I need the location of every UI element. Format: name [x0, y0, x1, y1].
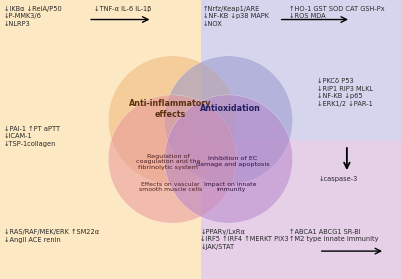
Text: ↓IKBα ↓RelA/P50
↓P-MMK3/6
↓NLRP3: ↓IKBα ↓RelA/P50 ↓P-MMK3/6 ↓NLRP3: [4, 6, 62, 27]
Bar: [200, 140, 401, 279]
Text: ↓RAS/RAF/MEK/ERK ↑SM22α
↓AngII ACE renin: ↓RAS/RAF/MEK/ERK ↑SM22α ↓AngII ACE renin: [4, 229, 99, 242]
Text: ↑ABCA1 ABCG1 SR-BI
↑M2 type innate immunity: ↑ABCA1 ABCG1 SR-BI ↑M2 type innate immun…: [289, 229, 378, 242]
Text: Effects on vascular
smooth muscle cells: Effects on vascular smooth muscle cells: [139, 182, 202, 192]
Text: ↑Nrfz/Keap1/ARE
↓NF-KB ↓p38 MAPK
↓NOX: ↑Nrfz/Keap1/ARE ↓NF-KB ↓p38 MAPK ↓NOX: [203, 6, 269, 27]
Text: Impact on innate
immunity: Impact on innate immunity: [205, 182, 257, 192]
Ellipse shape: [108, 95, 237, 223]
Text: ↓caspase-3: ↓caspase-3: [319, 176, 358, 182]
Ellipse shape: [164, 95, 293, 223]
Text: ↓PAI-1 ↑PT aPTT
↓ICAM-1
↓TSP-1collagen: ↓PAI-1 ↑PT aPTT ↓ICAM-1 ↓TSP-1collagen: [4, 126, 60, 147]
Bar: [200, 0, 401, 140]
Text: Regulation of
coagulation and the
fibrinolytic system: Regulation of coagulation and the fibrin…: [136, 153, 200, 170]
Text: ↓PPARγ/LxRα
↓IRF5 ↑IRF4 ↑MERKT PIX3
↓JAK/STAT: ↓PPARγ/LxRα ↓IRF5 ↑IRF4 ↑MERKT PIX3 ↓JAK…: [200, 229, 289, 250]
Text: ↓TNF-α IL-6 IL-1β: ↓TNF-α IL-6 IL-1β: [94, 6, 152, 12]
Bar: [0, 0, 200, 140]
Ellipse shape: [108, 56, 237, 184]
Text: ↑HO-1 GST SOD CAT GSH-Px
↓ROS MDA: ↑HO-1 GST SOD CAT GSH-Px ↓ROS MDA: [289, 6, 384, 19]
Bar: [0, 140, 200, 279]
Text: Inhibition of EC
damage and apoptosis: Inhibition of EC damage and apoptosis: [196, 157, 269, 167]
Ellipse shape: [164, 56, 293, 184]
Text: ↓PKCδ P53
↓RIP1 RIP3 MLKL
↓NF-KB ↓p65
↓ERK1/2 ↓PAR-1: ↓PKCδ P53 ↓RIP1 RIP3 MLKL ↓NF-KB ↓p65 ↓E…: [317, 78, 373, 107]
Text: Antioxidation: Antioxidation: [200, 104, 261, 113]
Text: Anti-inflammatory
effects: Anti-inflammatory effects: [129, 99, 212, 119]
